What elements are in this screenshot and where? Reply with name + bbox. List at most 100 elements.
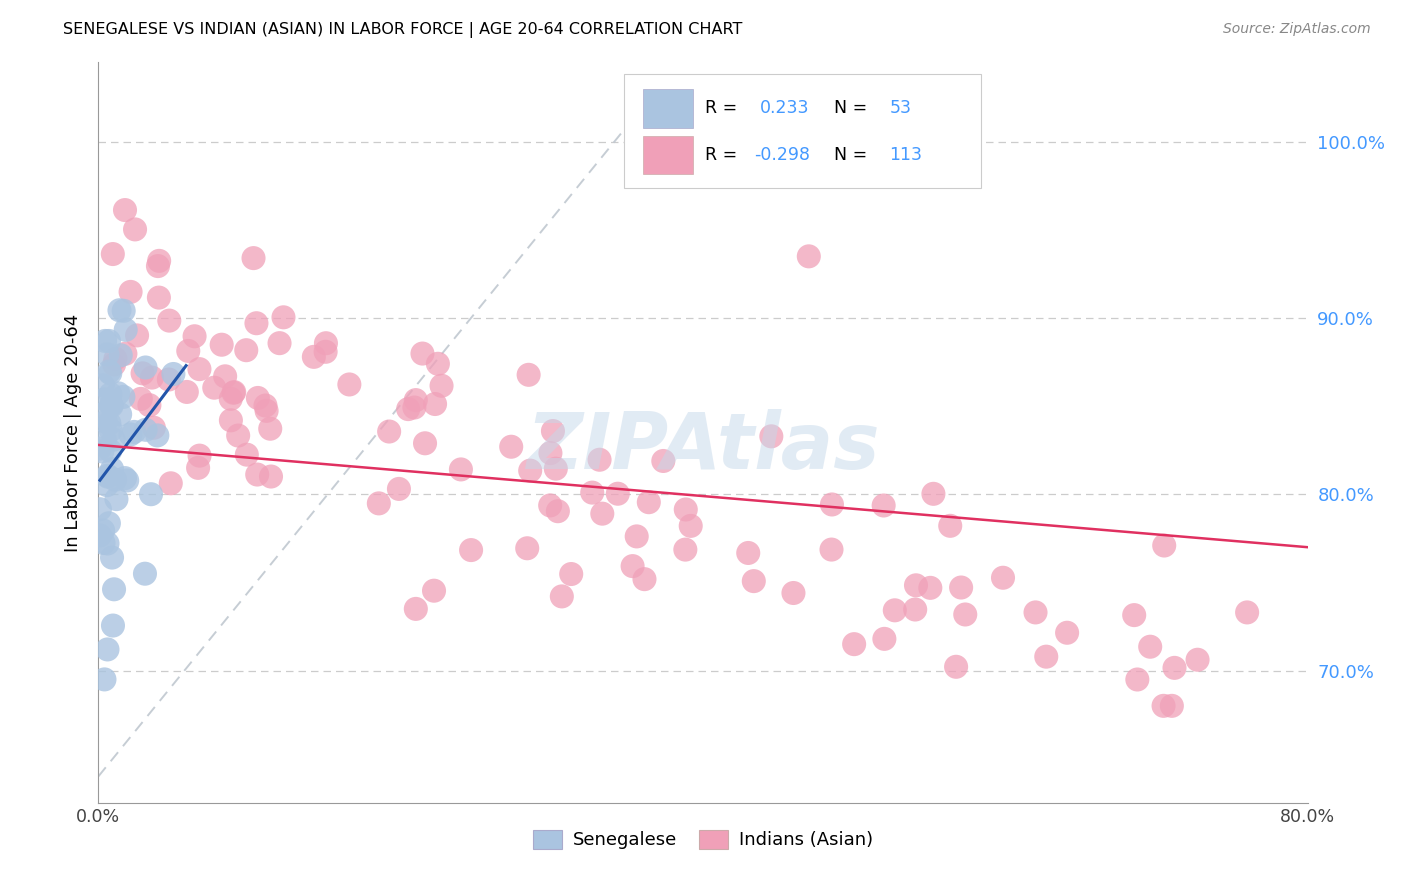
Point bbox=[873, 632, 896, 646]
Point bbox=[501, 440, 523, 454]
Point bbox=[426, 357, 449, 371]
Point bbox=[920, 581, 942, 595]
Point bbox=[797, 249, 820, 263]
Point bbox=[100, 399, 122, 413]
Point bbox=[214, 369, 236, 384]
Text: N =: N = bbox=[834, 146, 872, 164]
Point bbox=[157, 372, 180, 386]
Point bbox=[246, 467, 269, 482]
Point bbox=[652, 454, 675, 468]
Point bbox=[1126, 673, 1149, 687]
Point bbox=[1187, 653, 1209, 667]
Point bbox=[1035, 649, 1057, 664]
Point bbox=[922, 487, 945, 501]
Point bbox=[991, 571, 1014, 585]
Point bbox=[761, 429, 783, 443]
Point bbox=[100, 398, 122, 412]
Point bbox=[98, 334, 121, 348]
Point bbox=[460, 543, 482, 558]
Point bbox=[157, 313, 180, 327]
Point bbox=[405, 393, 427, 408]
Point bbox=[544, 461, 567, 475]
Point bbox=[94, 334, 117, 348]
Point bbox=[141, 370, 163, 384]
Point bbox=[560, 567, 582, 582]
Point bbox=[637, 495, 659, 509]
Point bbox=[404, 401, 426, 415]
Point bbox=[97, 468, 120, 483]
Point bbox=[782, 586, 804, 600]
Point bbox=[516, 541, 538, 556]
Point bbox=[138, 398, 160, 412]
Point bbox=[588, 452, 610, 467]
Point bbox=[1056, 625, 1078, 640]
Point bbox=[114, 323, 136, 337]
Point bbox=[100, 423, 122, 437]
Point bbox=[122, 425, 145, 439]
Point bbox=[148, 291, 170, 305]
Text: R =: R = bbox=[706, 146, 744, 164]
Point bbox=[159, 476, 181, 491]
Point bbox=[103, 358, 125, 372]
Point bbox=[211, 337, 233, 351]
Point bbox=[90, 408, 112, 422]
Point bbox=[315, 344, 337, 359]
Point bbox=[337, 377, 360, 392]
Point bbox=[176, 384, 198, 399]
Point bbox=[112, 390, 135, 404]
Text: -0.298: -0.298 bbox=[754, 146, 810, 164]
Point bbox=[98, 443, 121, 458]
Point bbox=[146, 259, 169, 273]
Point bbox=[450, 462, 472, 476]
Point bbox=[621, 559, 644, 574]
Point bbox=[97, 469, 120, 483]
Point bbox=[737, 546, 759, 560]
Point bbox=[148, 253, 170, 268]
Point bbox=[101, 618, 124, 632]
Point bbox=[1160, 698, 1182, 713]
Point bbox=[242, 251, 264, 265]
Point bbox=[236, 448, 259, 462]
Point bbox=[1024, 606, 1046, 620]
Point bbox=[388, 482, 411, 496]
Point bbox=[538, 499, 561, 513]
Point bbox=[91, 378, 114, 392]
Point bbox=[259, 422, 281, 436]
Point bbox=[246, 391, 269, 405]
Point bbox=[98, 366, 121, 380]
Point bbox=[224, 385, 246, 400]
Point bbox=[120, 285, 142, 299]
Point bbox=[883, 603, 905, 617]
Point bbox=[423, 583, 446, 598]
Point bbox=[129, 392, 152, 406]
Point bbox=[125, 328, 148, 343]
Point bbox=[131, 367, 153, 381]
Point bbox=[94, 415, 117, 429]
Point bbox=[945, 660, 967, 674]
Point bbox=[100, 387, 122, 401]
Point bbox=[547, 504, 569, 518]
Point bbox=[101, 550, 124, 565]
Point bbox=[124, 222, 146, 236]
Point bbox=[104, 473, 127, 487]
Point bbox=[91, 444, 114, 458]
Point bbox=[101, 247, 124, 261]
Point bbox=[96, 642, 118, 657]
Point bbox=[405, 602, 427, 616]
Point bbox=[541, 424, 564, 438]
Point bbox=[219, 392, 242, 406]
Point bbox=[115, 474, 138, 488]
Point bbox=[93, 673, 115, 687]
Point bbox=[134, 566, 156, 581]
Text: ZIPAtlas: ZIPAtlas bbox=[526, 409, 880, 485]
Point bbox=[591, 507, 613, 521]
Point bbox=[606, 487, 628, 501]
Point bbox=[142, 421, 165, 435]
Point bbox=[367, 496, 389, 510]
Point bbox=[950, 581, 973, 595]
Point bbox=[96, 536, 118, 550]
Point bbox=[1153, 539, 1175, 553]
Point bbox=[315, 336, 337, 351]
Point bbox=[96, 347, 118, 361]
Point bbox=[673, 542, 696, 557]
